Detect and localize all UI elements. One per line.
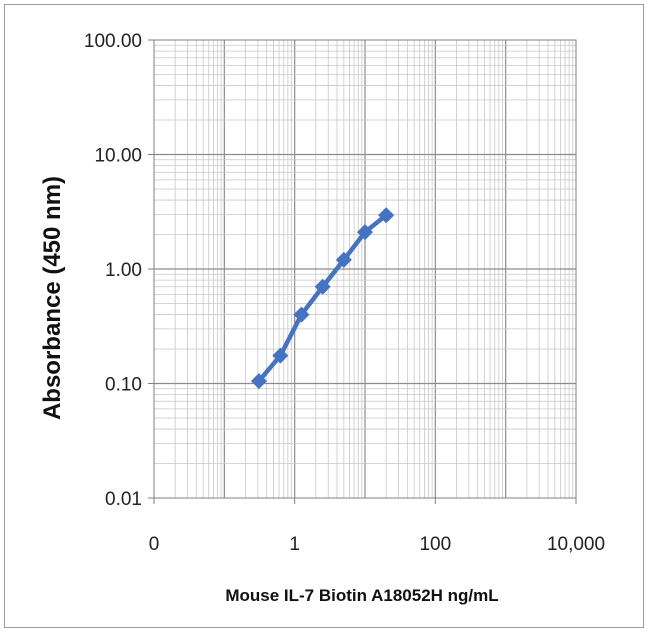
y-tick-label: 1.00 bbox=[105, 260, 142, 281]
series-area bbox=[250, 207, 395, 390]
x-axis-title: Mouse IL-7 Biotin A18052H ng/mL bbox=[225, 586, 498, 605]
data-point-marker bbox=[378, 207, 395, 224]
x-tick-label: 10,000 bbox=[547, 534, 605, 555]
gridlines bbox=[154, 40, 576, 498]
y-axis-ticks: 0.01 0.10 1.00 10.00 100.00 bbox=[84, 31, 154, 510]
x-tick-label: 100 bbox=[419, 534, 451, 555]
y-tick-label: 10.00 bbox=[94, 146, 142, 167]
chart-frame bbox=[4, 4, 644, 628]
data-point-marker bbox=[314, 278, 331, 295]
data-point-marker bbox=[250, 373, 267, 390]
y-tick-label: 0.01 bbox=[105, 489, 142, 510]
y-axis-title: Absorbance (450 nm) bbox=[39, 176, 66, 420]
y-tick-label: 100.00 bbox=[84, 31, 142, 52]
x-tick-label: 1 bbox=[289, 534, 300, 555]
y-tick-label: 0.10 bbox=[105, 375, 142, 396]
data-point-marker bbox=[272, 347, 289, 364]
data-point-marker bbox=[357, 224, 373, 241]
data-point-marker bbox=[335, 251, 352, 268]
data-point-marker bbox=[293, 306, 310, 323]
x-tick-label: 0 bbox=[149, 534, 160, 555]
x-axis-ticks: 0 1 100 10,000 bbox=[149, 498, 605, 555]
